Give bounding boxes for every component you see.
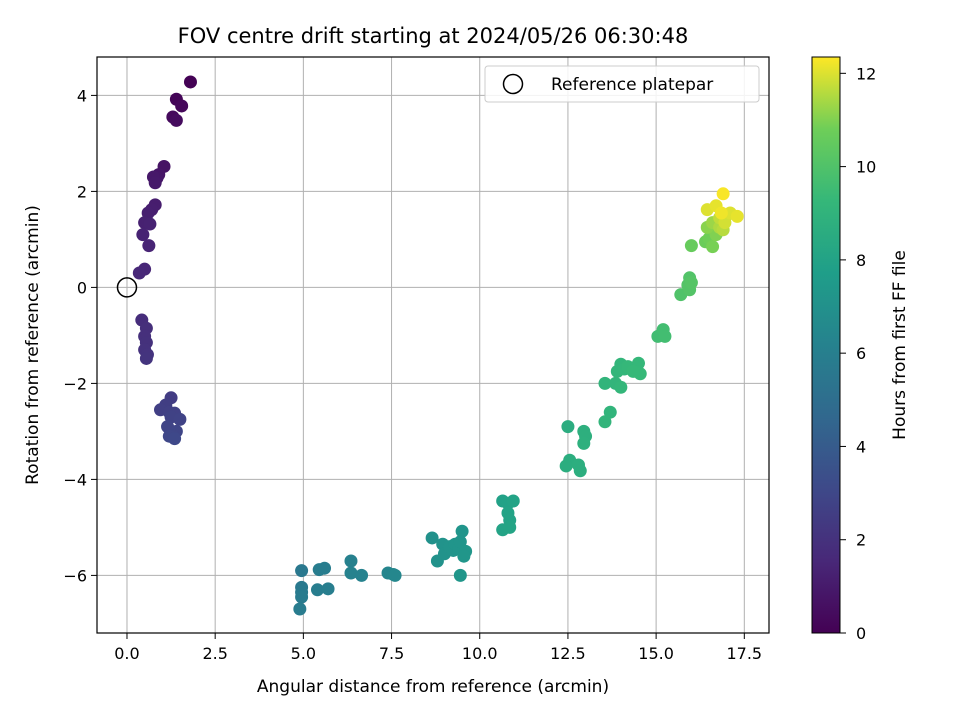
- plot-frame: [96, 56, 770, 634]
- x-tick-label: 7.5: [379, 644, 404, 663]
- data-point: [148, 176, 162, 190]
- colorbar-tick-label: 12: [856, 64, 876, 83]
- y-tick-label: 0: [77, 278, 87, 297]
- data-point: [561, 420, 575, 434]
- data-point: [295, 564, 309, 578]
- data-point: [139, 351, 153, 365]
- data-point: [614, 380, 628, 394]
- colorbar-ticks: 0 2 4 6 8 10 12: [840, 64, 876, 643]
- x-tick-label: 17.5: [726, 644, 762, 663]
- data-point: [453, 568, 467, 582]
- y-axis-label: Rotation from reference (arcmin): [23, 205, 43, 485]
- data-point: [136, 228, 150, 242]
- x-axis-ticks: 0.0 2.5 5.0 7.5 10.0 12.5 15.0 17.5: [114, 633, 762, 663]
- reference-platepar-marker: [116, 277, 138, 298]
- legend-reference-marker: [502, 73, 524, 95]
- data-point: [455, 524, 469, 538]
- data-point: [388, 568, 402, 582]
- x-tick-label: 2.5: [202, 644, 227, 663]
- data-point: [344, 554, 358, 568]
- data-point: [295, 590, 309, 604]
- colorbar-tick-label: 10: [856, 158, 876, 177]
- data-point: [321, 582, 335, 596]
- data-point: [142, 239, 156, 253]
- data-point: [559, 459, 573, 473]
- x-tick-label: 5.0: [291, 644, 316, 663]
- colorbar-tick-label: 4: [856, 437, 866, 456]
- colorbar-gradient: [811, 56, 841, 634]
- colorbar-tick-label: 6: [856, 344, 866, 363]
- data-point: [183, 75, 197, 89]
- data-point: [506, 494, 520, 508]
- y-tick-label: 4: [77, 86, 87, 105]
- data-point: [730, 209, 744, 223]
- colorbar-tick-label: 0: [856, 624, 866, 643]
- data-point: [577, 436, 591, 450]
- y-tick-label: −6: [63, 566, 87, 585]
- y-tick-label: −2: [63, 374, 87, 393]
- y-tick-label: −4: [63, 470, 87, 489]
- data-point: [173, 412, 187, 426]
- data-point: [626, 364, 640, 378]
- colorbar: 0 2 4 6 8 10 12 Hours from first FF file: [811, 56, 910, 643]
- colorbar-label: Hours from first FF file: [890, 250, 910, 440]
- data-point: [318, 561, 332, 575]
- data-point: [169, 113, 183, 127]
- data-point: [132, 266, 146, 280]
- data-point: [658, 329, 672, 343]
- data-point: [503, 520, 517, 534]
- chart-title: FOV centre drift starting at 2024/05/26 …: [178, 24, 689, 48]
- x-tick-label: 0.0: [114, 644, 139, 663]
- data-point: [684, 276, 698, 290]
- data-point: [453, 535, 467, 549]
- data-point: [344, 566, 358, 580]
- x-tick-label: 10.0: [462, 644, 498, 663]
- data-point: [143, 217, 157, 231]
- data-point: [457, 549, 471, 563]
- data-point: [355, 568, 369, 582]
- data-point: [598, 376, 612, 390]
- x-axis-label: Angular distance from reference (arcmin): [257, 677, 609, 697]
- data-point: [293, 602, 307, 616]
- data-point: [598, 415, 612, 429]
- data-point: [684, 239, 698, 253]
- x-tick-label: 12.5: [550, 644, 586, 663]
- legend-box: [484, 65, 760, 103]
- data-point: [425, 531, 439, 545]
- legend-reference-label: Reference platepar: [551, 75, 713, 95]
- colorbar-tick-label: 8: [856, 251, 866, 270]
- y-axis-ticks: −6 −4 −2 0 2 4: [63, 86, 97, 585]
- legend: Reference platepar: [484, 65, 760, 103]
- grid-lines: [97, 57, 769, 633]
- data-points: [116, 75, 744, 616]
- data-point: [706, 240, 720, 254]
- data-point: [603, 405, 617, 419]
- data-point: [714, 206, 728, 220]
- data-point: [168, 432, 182, 446]
- data-point: [573, 464, 587, 478]
- data-point: [716, 187, 730, 201]
- colorbar-tick-label: 2: [856, 531, 866, 550]
- x-tick-label: 15.0: [638, 644, 674, 663]
- y-tick-label: 2: [77, 182, 87, 201]
- data-point: [310, 583, 324, 597]
- data-point: [175, 99, 189, 113]
